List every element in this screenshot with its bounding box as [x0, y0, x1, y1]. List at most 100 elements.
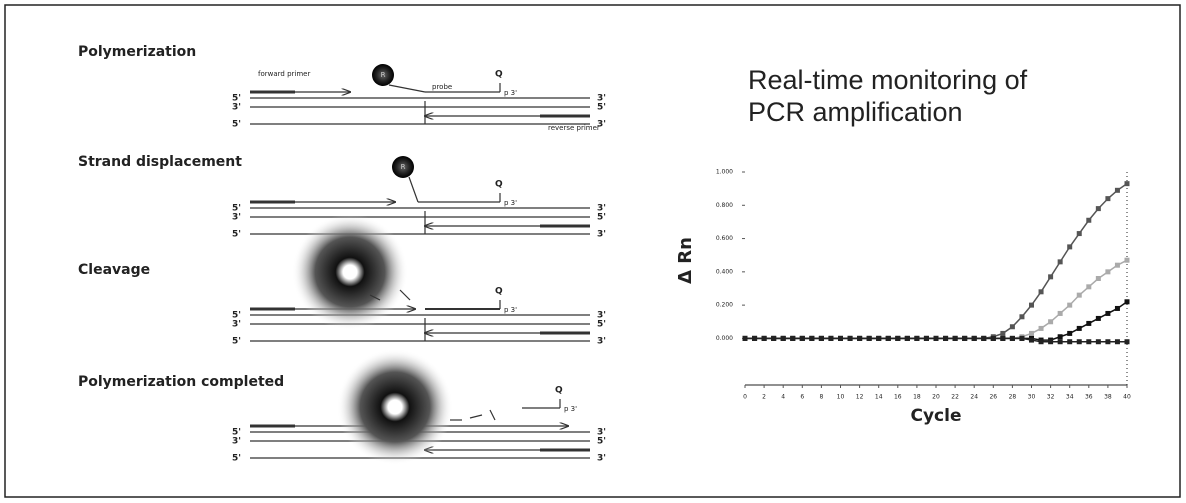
- x-axis-label: Cycle: [911, 406, 962, 426]
- x-tick-label: 24: [970, 394, 978, 401]
- y-axis-label: Δ Rn: [675, 237, 696, 284]
- strand-end: 3': [597, 337, 606, 347]
- point: [1086, 217, 1092, 223]
- strand-end: 5': [232, 94, 241, 104]
- chart-title: Real-time monitoring of PCR amplificatio…: [748, 65, 1028, 127]
- strand-end: 5': [232, 337, 241, 347]
- primer-label: forward primer: [258, 70, 310, 78]
- strand-end: 5': [597, 437, 606, 447]
- point: [799, 335, 805, 341]
- point: [752, 335, 758, 341]
- frame: [4, 4, 1181, 498]
- point: [1009, 335, 1015, 341]
- x-tick-label: 30: [1028, 394, 1036, 401]
- strand-end: 5': [597, 320, 606, 330]
- strand-end: 5': [597, 213, 606, 223]
- y-tick-label: 1.000: [716, 169, 733, 176]
- point: [790, 335, 796, 341]
- reporter-glow: [292, 214, 408, 330]
- point: [1086, 320, 1092, 326]
- point: [866, 335, 872, 341]
- strand-end: 5': [232, 454, 241, 464]
- x-tick-label: 36: [1085, 394, 1093, 401]
- point: [771, 335, 777, 341]
- point: [1095, 315, 1101, 321]
- point: [1057, 259, 1063, 265]
- x-tick-label: 40: [1123, 394, 1131, 401]
- strand-end: 3': [232, 103, 241, 113]
- x-tick-label: 0: [743, 394, 747, 401]
- point: [1114, 187, 1120, 193]
- x-tick-label: 26: [989, 394, 997, 401]
- x-tick-label: 32: [1047, 394, 1055, 401]
- point: [1019, 314, 1025, 320]
- strand-end: 3': [597, 230, 606, 240]
- x-tick-label: 22: [951, 394, 959, 401]
- point: [1067, 244, 1073, 250]
- point: [1095, 206, 1101, 212]
- point: [761, 335, 767, 341]
- point: [1095, 339, 1101, 345]
- point: [1009, 324, 1015, 330]
- point: [1124, 181, 1130, 187]
- x-tick-label: 12: [856, 394, 864, 401]
- x-tick-label: 6: [800, 394, 804, 401]
- point: [828, 335, 834, 341]
- point: [1038, 325, 1044, 331]
- point: [1124, 339, 1130, 345]
- point: [1048, 339, 1054, 345]
- strand-end: 5': [232, 311, 241, 321]
- x-tick-label: 16: [894, 394, 902, 401]
- panel-title: Polymerization: [78, 44, 196, 60]
- point: [1038, 289, 1044, 295]
- point: [1057, 310, 1063, 316]
- reporter: [372, 64, 394, 86]
- probe-end: p 3': [564, 405, 577, 413]
- strand-end: 3': [232, 320, 241, 330]
- point: [1076, 292, 1082, 298]
- point: [818, 335, 824, 341]
- point: [1029, 302, 1034, 308]
- point: [1076, 325, 1082, 331]
- y-tick-label: 0.200: [716, 302, 733, 309]
- point: [952, 335, 958, 341]
- strand-end: 5': [232, 230, 241, 240]
- point: [742, 335, 748, 341]
- point: [990, 335, 996, 341]
- point: [1086, 284, 1092, 290]
- strand-end: 5': [232, 204, 241, 214]
- point: [1029, 330, 1034, 336]
- x-tick-label: 34: [1066, 394, 1074, 401]
- point: [1105, 269, 1111, 275]
- quencher-label: Q: [495, 70, 503, 80]
- strand-end: 5': [597, 103, 606, 113]
- x-tick-label: 18: [913, 394, 921, 401]
- series-line: [745, 183, 1128, 340]
- strand-end: 3': [597, 94, 606, 104]
- point: [962, 335, 968, 341]
- point: [1067, 302, 1073, 308]
- quencher-label: Q: [495, 287, 503, 297]
- strand: [469, 414, 483, 419]
- point: [1114, 262, 1120, 268]
- point: [1057, 339, 1063, 345]
- point: [1057, 334, 1063, 340]
- reporter-glow: [337, 349, 453, 465]
- strand-end: 3': [232, 437, 241, 447]
- x-tick-label: 38: [1104, 394, 1112, 401]
- point: [1019, 335, 1025, 341]
- point: [1095, 276, 1101, 281]
- strand-end: 5': [232, 428, 241, 438]
- strand: [408, 176, 419, 203]
- strand-end: 3': [232, 213, 241, 223]
- x-tick-label: 20: [932, 394, 940, 401]
- strand: [399, 289, 411, 301]
- point: [857, 335, 863, 341]
- quencher-label: Q: [555, 386, 563, 396]
- x-tick-label: 2: [762, 394, 766, 401]
- reporter: [392, 156, 414, 178]
- probe-label: probe: [432, 83, 452, 91]
- reporter-label: R: [381, 71, 386, 79]
